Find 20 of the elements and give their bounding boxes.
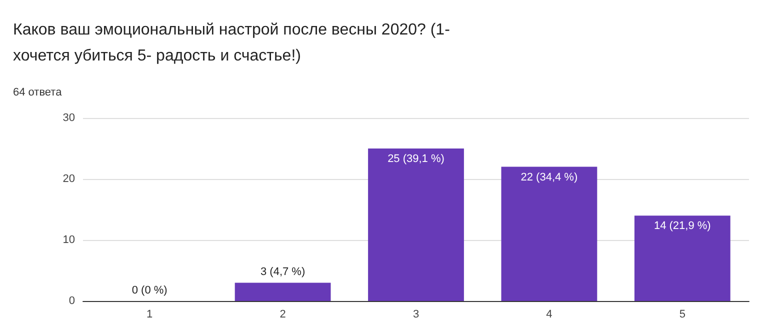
data-label: 0 (0 %) — [132, 284, 168, 296]
data-label: 25 (39,1 %) — [388, 153, 444, 165]
bar — [501, 166, 598, 301]
bar — [634, 216, 730, 301]
x-tick-label: 5 — [679, 308, 686, 320]
x-tick-label: 4 — [546, 308, 552, 320]
chart-title: Каков ваш эмоциональный настрой после весны 2020? (1- хочется убиться 5- радость и счастье!) — [13, 22, 454, 64]
bar — [368, 148, 464, 301]
data-label: 22 (34,4 %) — [520, 171, 578, 184]
bar — [234, 282, 331, 301]
x-tick-label: 3 — [412, 308, 420, 320]
y-tick-label: 30 — [62, 112, 75, 124]
x-tick-label: 1 — [146, 308, 153, 320]
x-tick-label: 2 — [280, 308, 286, 320]
y-tick-label: 10 — [62, 234, 75, 246]
chart-subtitle: 64 ответа — [13, 86, 63, 98]
y-tick-label: 0 — [68, 295, 75, 307]
data-label: 14 (21,9 %) — [654, 220, 711, 232]
data-label: 3 (4,7 %) — [260, 266, 306, 278]
y-tick-label: 20 — [62, 173, 75, 185]
